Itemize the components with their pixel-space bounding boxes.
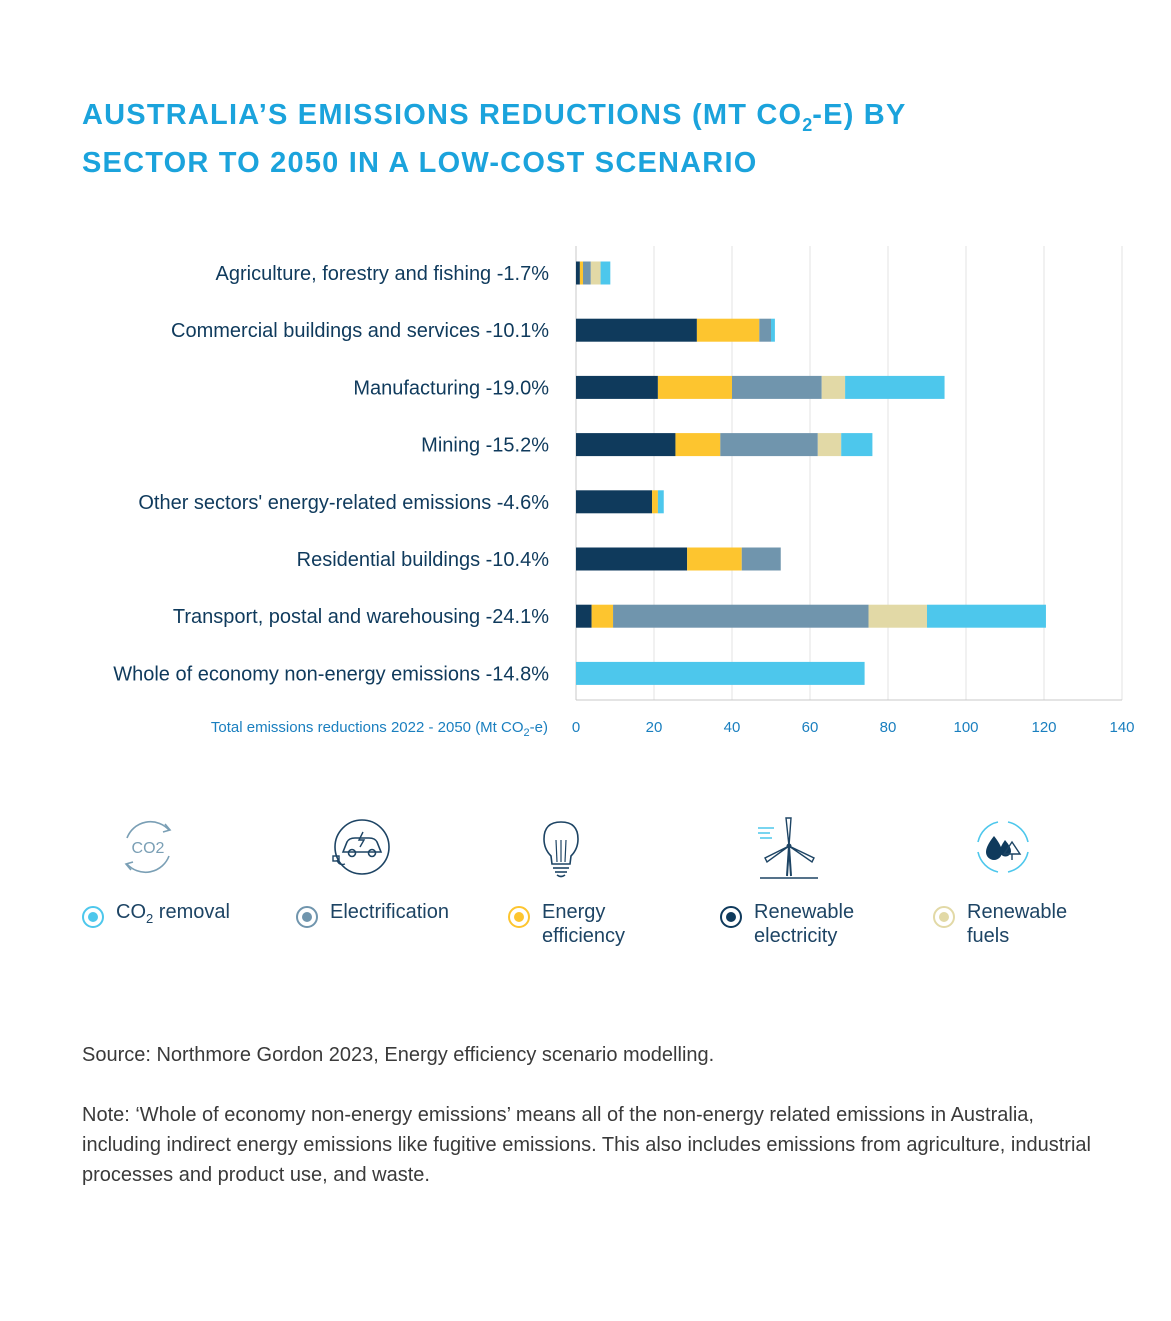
category-label: Transport, postal and warehousing -24.1% bbox=[173, 606, 549, 628]
category-label: Residential buildings -10.4% bbox=[297, 549, 550, 571]
x-tick-label: 100 bbox=[953, 719, 978, 736]
bar-segment-energy-efficiency bbox=[696, 318, 760, 342]
bar-segment-energy-efficiency bbox=[675, 433, 721, 457]
stacked-bar-chart: 0 20 40 60 80 100 120 140 Agriculture, forestry … bbox=[113, 246, 1135, 739]
bar-segment-co2-removal bbox=[927, 604, 1046, 628]
legend-dot-co2-removal bbox=[82, 906, 104, 928]
category-label: Manufacturing -19.0% bbox=[353, 377, 549, 399]
bar-segment-energy-efficiency bbox=[591, 604, 614, 628]
x-tick-label: 0 bbox=[572, 719, 580, 736]
chart-legend: CO2 removal Electrification Energy effic… bbox=[0, 900, 1171, 970]
x-tick-label: 80 bbox=[880, 719, 897, 736]
bar-segment-electrification bbox=[732, 375, 822, 399]
legend-item-energy-efficiency: Energy efficiency bbox=[508, 900, 625, 948]
bar-segment-renewable-electricity bbox=[576, 547, 688, 571]
title-line1-end: -e) by bbox=[812, 99, 907, 131]
wind-turbine-icon bbox=[758, 817, 818, 879]
legend-item-renewable-electricity: Renewable electricity bbox=[720, 900, 854, 948]
bar-segment-renewable-electricity bbox=[576, 375, 658, 399]
bar-segment-renewable-electricity bbox=[576, 261, 580, 285]
legend-dot-renewable-fuels bbox=[933, 906, 955, 928]
bar-segment-co2-removal bbox=[657, 490, 664, 514]
x-tick-label: 140 bbox=[1109, 719, 1134, 736]
legend-label-electrification: Electrification bbox=[330, 901, 449, 923]
bar-segment-co2-removal bbox=[771, 318, 775, 342]
legend-label-renewable-electricity: Renewable electricity bbox=[754, 901, 855, 947]
legend-label-energy-efficiency: Energy efficiency bbox=[542, 901, 626, 947]
bar-segment-renewable-electricity bbox=[576, 604, 592, 628]
source-note: Source: Northmore Gordon 2023, Energy ef… bbox=[82, 1044, 715, 1066]
legend-item-co2-removal: CO2 removal bbox=[82, 900, 230, 931]
legend-label-co2-removal: CO2 removal bbox=[116, 901, 230, 926]
category-label: Other sectors' energy-related emissions … bbox=[138, 492, 549, 514]
legend-icons: CO2 bbox=[0, 812, 1171, 892]
title-subscript: 2 bbox=[802, 114, 813, 135]
x-tick-label: 60 bbox=[802, 719, 819, 736]
bar-segment-electrification bbox=[759, 318, 771, 342]
bar-segment-renewable-electricity bbox=[576, 490, 653, 514]
light-bulb-icon bbox=[543, 821, 579, 878]
electric-car-icon bbox=[332, 819, 390, 875]
bar-segment-renewable-fuels bbox=[868, 604, 927, 628]
legend-dot-electrification bbox=[296, 906, 318, 928]
bar-segment-renewable-electricity bbox=[576, 433, 676, 457]
legend-item-electrification: Electrification bbox=[296, 900, 449, 928]
title-line1: Australia’s emissions reductions (Mt CO bbox=[82, 99, 803, 131]
co2-icon-text: CO2 bbox=[132, 840, 165, 857]
category-label: Mining -15.2% bbox=[421, 435, 549, 457]
bar-segment-co2-removal bbox=[576, 661, 865, 685]
x-tick-label: 120 bbox=[1031, 719, 1056, 736]
chart-title: Australia’s emissions reductions (Mt CO2… bbox=[82, 96, 1082, 182]
co2-cycle-icon: CO2 bbox=[124, 820, 172, 874]
legend-label-renewable-fuels: Renewable fuels bbox=[967, 901, 1068, 947]
title-line2: sector to 2050 in a low-cost scenario bbox=[82, 146, 758, 179]
bar-segment-electrification bbox=[583, 261, 591, 285]
bar-segment-renewable-fuels bbox=[590, 261, 601, 285]
bar-segment-energy-efficiency bbox=[687, 547, 742, 571]
x-tick-label: 20 bbox=[646, 719, 663, 736]
category-label: Whole of economy non-energy emissions -1… bbox=[113, 663, 549, 685]
fuel-drops-icon bbox=[977, 821, 1029, 873]
bar-segment-electrification bbox=[613, 604, 869, 628]
legend-dot-energy-efficiency bbox=[508, 906, 530, 928]
bar-segment-energy-efficiency bbox=[657, 375, 732, 399]
category-label: Agriculture, forestry and fishing -1.7% bbox=[216, 263, 550, 285]
legend-item-renewable-fuels: Renewable fuels bbox=[933, 900, 1067, 948]
bar-segment-renewable-electricity bbox=[576, 318, 697, 342]
bar-segment-electrification bbox=[720, 433, 818, 457]
bar-segment-energy-efficiency bbox=[652, 490, 658, 514]
legend-dot-renewable-electricity bbox=[720, 906, 742, 928]
bar-segment-co2-removal bbox=[600, 261, 611, 285]
bar-segment-renewable-fuels bbox=[817, 433, 842, 457]
bar-segment-energy-efficiency bbox=[579, 261, 584, 285]
bar-segment-electrification bbox=[741, 547, 781, 571]
bar-segment-co2-removal bbox=[845, 375, 945, 399]
bar-segment-co2-removal bbox=[841, 433, 873, 457]
bar-segment-renewable-fuels bbox=[821, 375, 846, 399]
category-label: Commercial buildings and services -10.1% bbox=[171, 320, 549, 342]
x-axis-title: Total emissions reductions 2022 - 2050 (… bbox=[211, 719, 548, 739]
x-tick-label: 40 bbox=[724, 719, 741, 736]
footnote: Note: ‘Whole of economy non-energy emiss… bbox=[82, 1104, 1091, 1186]
